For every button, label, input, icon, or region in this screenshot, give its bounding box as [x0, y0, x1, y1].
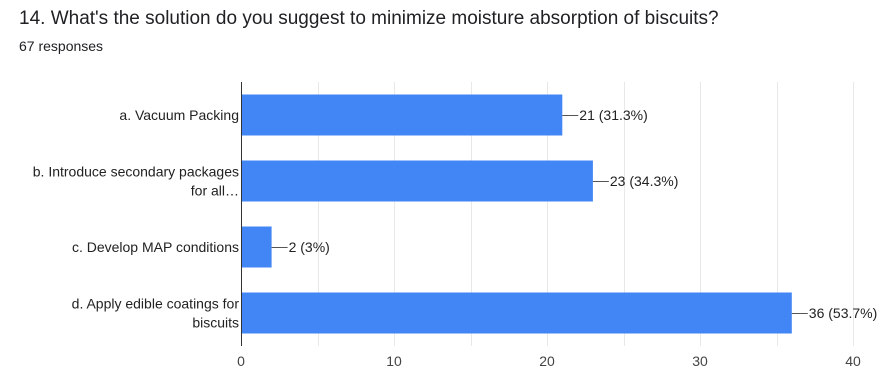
bar	[242, 94, 563, 136]
x-tick-label: 30	[692, 353, 708, 369]
bar	[242, 226, 272, 268]
data-label: 23 (34.3%)	[610, 173, 678, 189]
category-label: for all…	[191, 183, 239, 199]
category-label: a. Vacuum Packing	[119, 107, 239, 123]
data-label: 36 (53.7%)	[809, 305, 877, 321]
data-label: 2 (3%)	[289, 239, 330, 255]
x-tick-label: 10	[386, 353, 402, 369]
category-label: c. Develop MAP conditions	[72, 239, 239, 255]
response-count: 67 responses	[19, 38, 104, 54]
question-title: 14. What's the solution do you suggest t…	[19, 8, 719, 29]
category-label: b. Introduce secondary packages	[33, 164, 239, 180]
x-tick-label: 0	[237, 353, 245, 369]
x-axis-ticks: 0 10 20 30 40	[237, 353, 861, 369]
data-label: 21 (31.3%)	[579, 107, 647, 123]
x-tick-label: 20	[539, 353, 555, 369]
x-tick-label: 40	[845, 353, 861, 369]
bar	[242, 160, 593, 202]
category-label: d. Apply edible coatings for	[72, 296, 240, 312]
category-label: biscuits	[192, 315, 239, 331]
data-labels: 21 (31.3%) 23 (34.3%) 2 (3%) 36 (53.7%)	[271, 107, 877, 321]
bars	[242, 94, 792, 334]
bar	[242, 292, 792, 334]
category-labels: a. Vacuum Packing b. Introduce secondary …	[33, 107, 240, 331]
